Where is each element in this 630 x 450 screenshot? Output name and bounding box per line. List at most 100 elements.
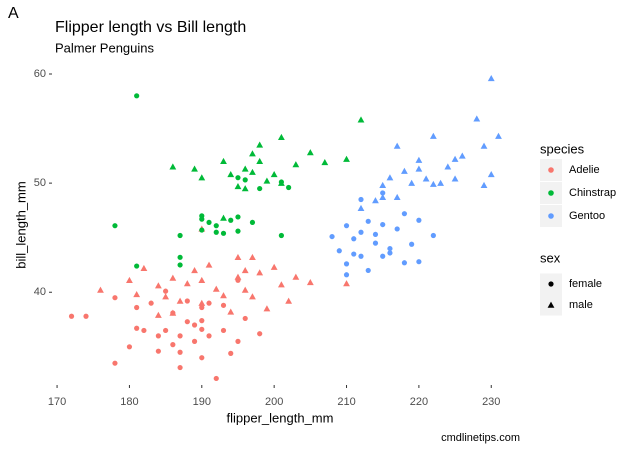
- x-tick-label: 230: [482, 396, 500, 408]
- y-tick-label: 40: [34, 286, 46, 298]
- point: [213, 375, 219, 382]
- point: [277, 133, 285, 141]
- legend-swatch: [548, 190, 554, 196]
- point: [176, 297, 184, 304]
- point: [97, 286, 104, 293]
- point: [235, 175, 241, 181]
- point: [177, 333, 183, 339]
- point: [306, 149, 314, 156]
- point: [437, 179, 444, 186]
- point: [416, 217, 422, 223]
- point: [351, 236, 357, 242]
- point: [235, 214, 241, 220]
- point: [270, 263, 278, 270]
- point: [242, 315, 248, 322]
- point: [169, 309, 177, 316]
- x-tick-label: 220: [410, 396, 428, 408]
- point: [422, 175, 430, 182]
- x-tick-label: 200: [265, 396, 283, 408]
- point: [169, 163, 177, 170]
- point: [134, 263, 140, 269]
- point: [170, 342, 176, 348]
- x-tick-label: 170: [48, 396, 66, 408]
- point: [220, 230, 227, 236]
- point: [249, 168, 256, 175]
- point: [234, 273, 242, 280]
- point: [133, 291, 141, 298]
- point: [199, 213, 205, 219]
- y-tick-label: 60: [34, 68, 46, 80]
- point: [365, 267, 371, 274]
- point: [249, 219, 256, 226]
- point: [191, 338, 198, 344]
- point: [241, 165, 249, 172]
- point: [213, 229, 219, 235]
- point: [249, 293, 256, 300]
- point: [444, 163, 452, 170]
- point: [212, 285, 220, 292]
- point: [220, 292, 227, 299]
- point: [227, 308, 235, 315]
- point: [177, 254, 183, 260]
- point: [429, 132, 437, 139]
- point: [278, 232, 284, 239]
- point: [351, 251, 357, 257]
- point: [206, 219, 212, 226]
- point: [386, 174, 394, 181]
- point: [415, 165, 423, 172]
- point: [112, 223, 118, 229]
- point: [134, 304, 140, 311]
- point: [256, 157, 264, 165]
- point: [401, 260, 408, 266]
- point: [480, 142, 488, 149]
- point: [372, 231, 379, 238]
- point: [163, 327, 169, 334]
- y-axis-title: bill_length_mm: [13, 181, 28, 268]
- point: [242, 177, 248, 183]
- point: [154, 311, 162, 318]
- point: [487, 74, 495, 82]
- point: [393, 193, 401, 201]
- point: [380, 190, 386, 196]
- point: [495, 132, 502, 139]
- point: [358, 253, 364, 259]
- point: [365, 218, 371, 224]
- point: [473, 115, 481, 122]
- point: [177, 262, 183, 268]
- point: [162, 293, 170, 300]
- point: [430, 232, 436, 239]
- point: [409, 241, 415, 247]
- point: [401, 167, 408, 174]
- point: [228, 350, 234, 356]
- point: [198, 299, 206, 306]
- point: [234, 182, 242, 190]
- point: [429, 180, 437, 187]
- point: [306, 279, 314, 286]
- point: [198, 174, 206, 181]
- point: [270, 170, 278, 178]
- point: [286, 184, 292, 191]
- point: [292, 273, 300, 280]
- point: [228, 217, 234, 223]
- point: [343, 155, 350, 162]
- point: [285, 297, 293, 304]
- chart-subtitle: Palmer Penguins: [55, 40, 154, 55]
- point: [343, 280, 350, 287]
- point: [241, 267, 249, 274]
- legend-label: female: [569, 278, 602, 290]
- panel-label: A: [8, 5, 19, 22]
- legend-swatch: [548, 213, 554, 219]
- point: [372, 197, 379, 204]
- point: [141, 327, 147, 334]
- point: [292, 161, 300, 168]
- point: [126, 344, 133, 350]
- point: [184, 319, 190, 325]
- chart-title: Flipper length vs Bill length: [55, 19, 246, 36]
- point: [134, 325, 140, 331]
- point: [148, 300, 154, 306]
- point: [249, 150, 256, 157]
- point: [387, 250, 393, 256]
- point: [199, 304, 205, 311]
- point: [83, 313, 89, 319]
